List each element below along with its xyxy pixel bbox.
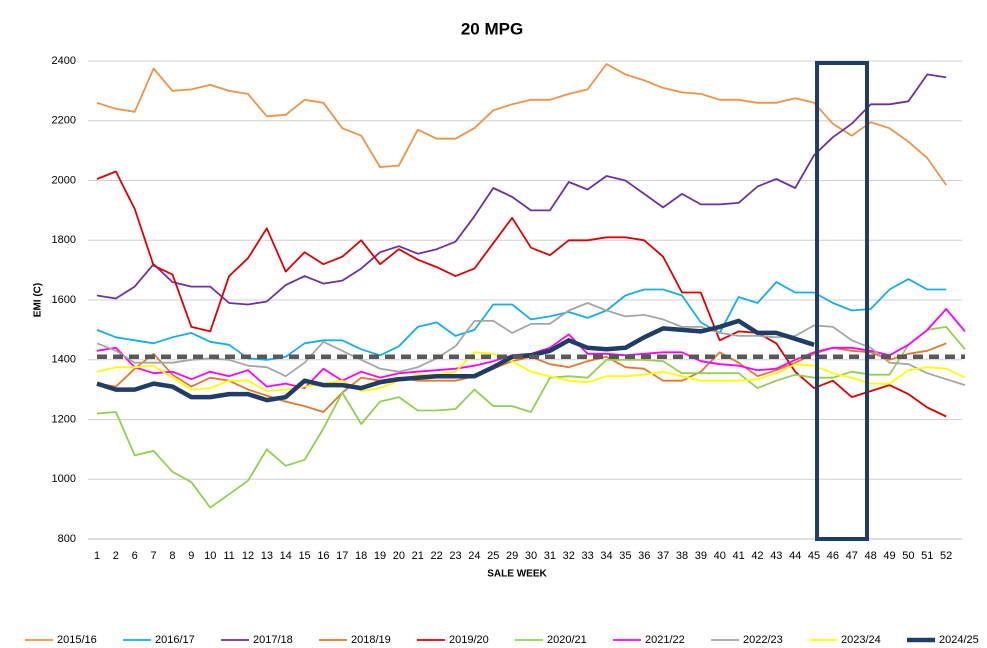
x-tick-label: 11 — [223, 550, 234, 562]
y-tick-label: 1800 — [52, 234, 76, 246]
x-tick-label: 18 — [355, 550, 367, 562]
series-line — [96, 318, 815, 403]
legend-label: 2021/22 — [645, 634, 685, 646]
legend-label: 2022/23 — [743, 634, 783, 646]
x-tick-label: 49 — [883, 550, 895, 562]
series-line — [96, 326, 966, 509]
highlight-box — [815, 61, 869, 541]
x-tick-label: 22 — [431, 550, 443, 562]
x-tick-label: 50 — [902, 550, 914, 562]
x-tick-label: 12 — [242, 550, 254, 562]
x-tick-label: 13 — [261, 550, 273, 562]
x-tick-label: 21 — [412, 550, 424, 562]
x-tick-label: 51 — [921, 550, 933, 562]
y-tick-label: 800 — [58, 533, 76, 545]
x-tick-label: 42 — [751, 550, 763, 562]
y-tick-label: 1000 — [52, 473, 76, 485]
series-line — [96, 302, 966, 386]
x-tick-label: 30 — [525, 550, 537, 562]
x-tick-label: 33 — [581, 550, 593, 562]
series-line — [96, 73, 947, 306]
y-tick-label: 1400 — [52, 354, 76, 366]
x-tick-label: 2 — [113, 550, 119, 562]
x-tick-label: 16 — [317, 550, 329, 562]
series-line — [96, 63, 947, 186]
x-tick-label: 38 — [676, 550, 688, 562]
x-axis-title: SALE WEEK — [487, 569, 547, 580]
x-tick-label: 24 — [468, 550, 480, 562]
series-line — [96, 278, 947, 361]
y-tick-label: 2200 — [52, 115, 76, 127]
legend-label: 2023/24 — [841, 634, 881, 646]
legend-label: 2018/19 — [351, 634, 391, 646]
y-tick-label: 1600 — [52, 294, 76, 306]
x-tick-label: 46 — [827, 550, 839, 562]
x-tick-label: 39 — [695, 550, 707, 562]
y-tick-label: 1200 — [52, 413, 76, 425]
x-tick-label: 10 — [204, 550, 216, 562]
x-tick-label: 37 — [657, 550, 669, 562]
legend: 2015/16 2016/17 2017/18 2018/19 2019/20 2020/… — [25, 634, 979, 646]
x-tick-label: 41 — [732, 550, 744, 562]
x-tick-label: 35 — [619, 550, 631, 562]
x-tick-label: 44 — [789, 550, 801, 562]
x-tick-label: 14 — [280, 550, 292, 562]
x-tick-label: 45 — [808, 550, 820, 562]
series-line — [96, 351, 966, 392]
legend-label: 2019/20 — [449, 634, 489, 646]
x-tick-label: 29 — [506, 550, 518, 562]
x-tick-label: 9 — [188, 550, 194, 562]
legend-label: 2015/16 — [57, 634, 97, 646]
x-tick-label: 20 — [393, 550, 405, 562]
y-tick-label: 2000 — [52, 174, 76, 186]
x-tick-label: 47 — [846, 550, 858, 562]
y-axis-title: EMI (C) — [33, 283, 44, 317]
plot-lines — [96, 63, 966, 509]
x-tick-label: 8 — [169, 550, 175, 562]
series-line — [96, 170, 947, 418]
x-tick-label: 7 — [151, 550, 157, 562]
x-tick-label: 1 — [94, 550, 100, 562]
x-tick-label: 25 — [487, 550, 499, 562]
x-tick-label: 32 — [563, 550, 575, 562]
chart-title: 20 MPG — [461, 19, 523, 38]
x-tick-label: 17 — [336, 550, 348, 562]
x-tick-label: 36 — [638, 550, 650, 562]
x-tick-label: 43 — [770, 550, 782, 562]
x-tick-label: 48 — [865, 550, 877, 562]
x-tick-label: 34 — [600, 550, 612, 562]
legend-label: 2024/25 — [939, 634, 979, 646]
x-tick-label: 15 — [298, 550, 310, 562]
x-tick-label: 6 — [132, 550, 138, 562]
x-tick-label: 40 — [714, 550, 726, 562]
x-tick-label: 19 — [374, 550, 386, 562]
legend-label: 2020/21 — [547, 634, 587, 646]
y-tick-label: 2400 — [52, 55, 76, 67]
x-tick-label: 23 — [449, 550, 461, 562]
x-tick-label: 52 — [940, 550, 952, 562]
legend-label: 2017/18 — [253, 634, 293, 646]
x-tick-label: 31 — [544, 550, 556, 562]
legend-label: 2016/17 — [155, 634, 195, 646]
